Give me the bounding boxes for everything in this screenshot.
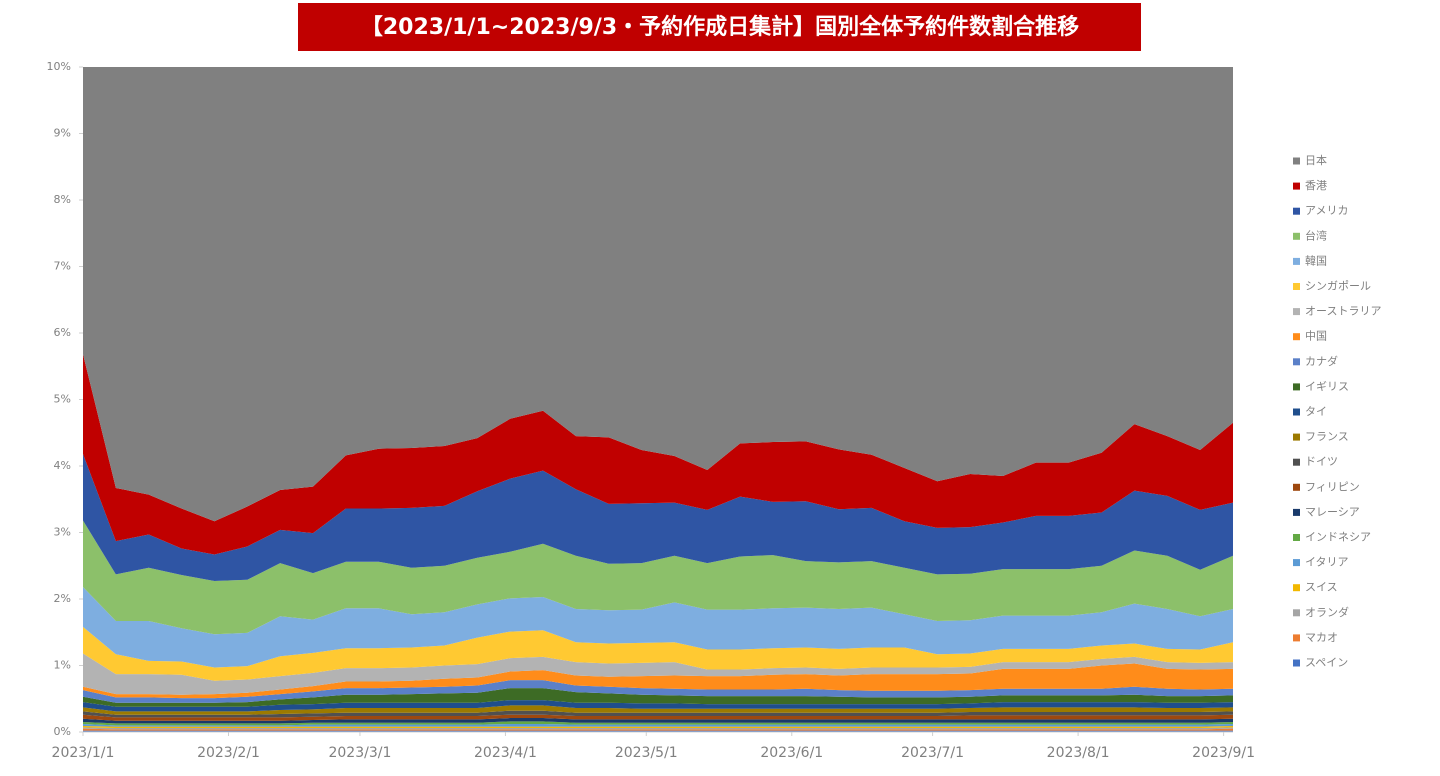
x-tick-label: 2023/4/1 xyxy=(474,745,537,761)
legend-swatch xyxy=(1293,333,1300,341)
y-tick-label: 6% xyxy=(54,326,71,339)
legend-swatch xyxy=(1293,609,1300,617)
x-tick-label: 2023/6/1 xyxy=(760,745,823,761)
legend-label: オランダ xyxy=(1305,605,1349,619)
legend-label: イタリア xyxy=(1305,556,1349,569)
legend-swatch xyxy=(1293,433,1300,441)
legend-swatch xyxy=(1293,207,1300,215)
legend-swatch xyxy=(1293,408,1300,416)
area xyxy=(83,705,1233,715)
legend-label: ドイツ xyxy=(1305,455,1338,468)
area xyxy=(83,653,1233,695)
area xyxy=(83,714,1233,721)
x-tick-label: 2023/7/1 xyxy=(901,745,964,761)
y-tick-label: 2% xyxy=(54,592,71,605)
legend-label: アメリカ xyxy=(1305,204,1348,217)
area xyxy=(83,663,1233,699)
area xyxy=(83,680,1233,703)
area xyxy=(83,721,1233,726)
y-tick-label: 4% xyxy=(54,459,71,472)
legend-label: タイ xyxy=(1305,405,1327,418)
area xyxy=(83,520,1233,635)
y-tick-label: 0% xyxy=(54,725,71,738)
area xyxy=(83,710,1233,718)
legend-label: カナダ xyxy=(1305,354,1338,368)
area xyxy=(83,700,1233,712)
legend-label: 香港 xyxy=(1305,179,1327,192)
x-tick-label: 2023/2/1 xyxy=(197,745,260,761)
legend-label: シンガポール xyxy=(1305,280,1371,293)
title-box xyxy=(298,3,1141,51)
legend-swatch xyxy=(1293,182,1300,190)
legend-swatch xyxy=(1293,534,1300,541)
y-tick-label: 5% xyxy=(54,393,71,406)
x-tick-label: 2023/8/1 xyxy=(1047,745,1110,761)
legend-label: フランス xyxy=(1305,430,1349,443)
legend-swatch xyxy=(1293,358,1300,366)
legend-swatch xyxy=(1293,308,1300,316)
area xyxy=(83,724,1233,727)
legend-label: スイス xyxy=(1305,581,1338,594)
area xyxy=(83,626,1233,681)
legend-label: オーストラリア xyxy=(1305,305,1381,318)
legend-swatch xyxy=(1293,383,1300,391)
area xyxy=(83,454,1233,582)
legend-label: 日本 xyxy=(1305,153,1327,167)
legend-label: イギリス xyxy=(1305,380,1349,393)
x-tick-label: 2023/1/1 xyxy=(52,745,115,761)
y-tick-label: 3% xyxy=(54,526,71,539)
legend-swatch xyxy=(1293,508,1300,516)
legend-swatch xyxy=(1293,584,1300,592)
legend-label: インドネシア xyxy=(1305,531,1371,544)
area xyxy=(83,728,1233,731)
legend-swatch xyxy=(1293,157,1300,165)
y-tick-label: 1% xyxy=(54,659,71,672)
legend-label: マレーシア xyxy=(1305,505,1360,518)
legend-swatch xyxy=(1293,283,1300,290)
legend-swatch xyxy=(1293,659,1300,667)
area xyxy=(83,726,1233,729)
y-tick-label: 9% xyxy=(54,127,71,140)
legend-label: 韓国 xyxy=(1305,254,1327,267)
x-tick-label: 2023/3/1 xyxy=(328,745,391,761)
plot-area xyxy=(83,67,1233,732)
legend-swatch xyxy=(1293,483,1300,491)
y-tick-label: 10% xyxy=(47,60,71,73)
x-tick-label: 2023/9/1 xyxy=(1192,745,1255,761)
area xyxy=(83,727,1233,730)
y-tick-label: 8% xyxy=(54,193,71,206)
area xyxy=(83,354,1233,555)
legend-swatch xyxy=(1293,232,1300,240)
legend-label: マカオ xyxy=(1305,631,1338,644)
area xyxy=(83,67,1233,522)
area xyxy=(83,688,1233,707)
legend-label: スペイン xyxy=(1305,656,1348,669)
area xyxy=(83,718,1233,724)
legend-swatch xyxy=(1293,559,1300,567)
chart-title: 【2023/1/1~2023/9/3・予約作成日集計】国別全体予約件数割合推移 xyxy=(361,14,1079,40)
legend-label: フィリピン xyxy=(1305,480,1360,493)
legend-label: 台湾 xyxy=(1305,228,1327,242)
x-tick-label: 2023/5/1 xyxy=(615,745,678,761)
y-tick-label: 7% xyxy=(54,260,71,273)
legend-label: 中国 xyxy=(1305,330,1327,343)
legend-swatch xyxy=(1293,634,1300,642)
legend-swatch xyxy=(1293,458,1300,466)
legend-swatch xyxy=(1293,257,1300,265)
area xyxy=(83,587,1233,668)
